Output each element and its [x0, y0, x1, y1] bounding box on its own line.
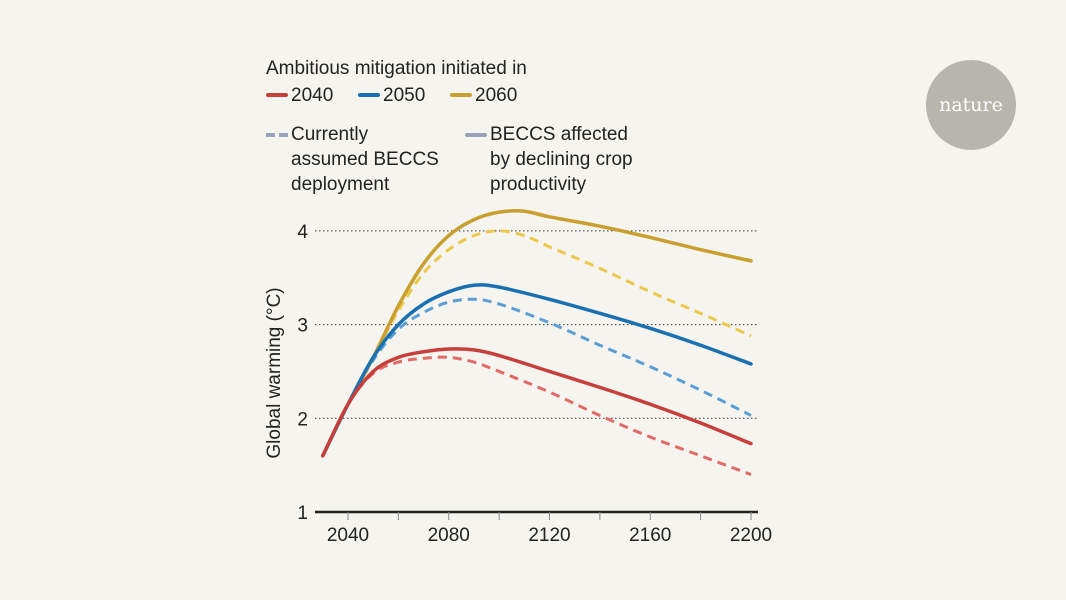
y-tick-label: 1	[297, 503, 308, 524]
x-tick-label: 2160	[629, 525, 671, 546]
legend-dashed-line-3: deployment	[291, 174, 390, 195]
x-tick-label: 2200	[730, 525, 772, 546]
legend-solid-line-1: BECCS affected	[490, 124, 629, 145]
y-tick-label: 3	[297, 316, 308, 337]
y-axis-label: Global warming (°C)	[264, 287, 285, 458]
x-tick-label: 2040	[327, 525, 369, 546]
series-2050-dashed	[321, 297, 752, 457]
series-2050-solid	[321, 283, 753, 458]
legend-swatch-2050	[358, 93, 380, 97]
legend-swatch-solid	[465, 133, 487, 137]
series-2040-solid	[321, 347, 753, 458]
legend-swatch-dashed	[266, 133, 288, 137]
legend-title: Ambitious mitigation initiated in	[266, 58, 527, 79]
legend-label-2050: 2050	[383, 85, 426, 106]
legend-label-2060: 2060	[475, 85, 518, 106]
legend-solid-line-2: by declining crop	[490, 149, 633, 170]
legend-solid-line-3: productivity	[490, 174, 587, 195]
legend-label-2040: 2040	[291, 85, 334, 106]
series-2060-dashed	[321, 229, 752, 457]
legend-label-dashed: Currently assumed BECCS deployment	[291, 122, 439, 197]
nature-logo: nature	[926, 60, 1016, 150]
y-tick-label: 2	[297, 409, 308, 430]
legend-dashed-line-2: assumed BECCS	[291, 149, 439, 170]
legend-label-solid: BECCS affected by declining crop product…	[490, 122, 633, 197]
y-tick-label: 4	[297, 222, 308, 243]
x-tick-label: 2080	[428, 525, 470, 546]
legend-swatch-2040	[266, 93, 288, 97]
legend-dashed-line-1: Currently	[291, 124, 369, 145]
legend-swatch-2060	[450, 93, 472, 97]
x-tick-label: 2120	[528, 525, 570, 546]
